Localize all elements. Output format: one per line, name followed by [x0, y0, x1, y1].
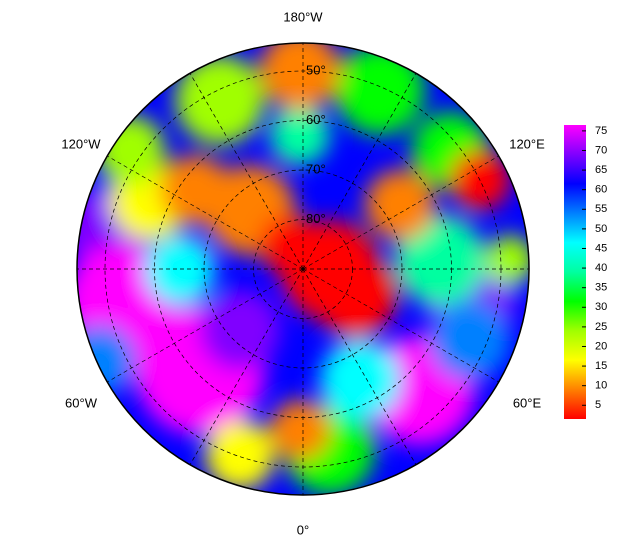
meridian-line	[302, 155, 499, 270]
field-blob	[313, 253, 397, 337]
parallel-line	[104, 70, 502, 468]
data-field	[77, 43, 529, 495]
meridian-line	[302, 73, 417, 270]
colorbar-tick-label: 75	[595, 125, 607, 137]
meridian-label: 180°W	[283, 9, 323, 24]
field-blob	[160, 155, 230, 225]
colorbar-tick-label: 60	[595, 184, 607, 196]
parallel-line	[154, 120, 452, 418]
meridian-line	[302, 268, 417, 465]
meridian-line	[302, 268, 499, 383]
colorbar-tick-label: 5	[595, 399, 601, 411]
colorbar-tick-label: 30	[595, 301, 607, 313]
colorbar-tick-label: 65	[595, 164, 607, 176]
meridian-line	[107, 155, 304, 270]
field-blob	[365, 170, 435, 240]
parallel-label: 60°	[306, 112, 326, 127]
field-blob	[485, 235, 529, 285]
colorbar-tick-label: 70	[595, 144, 607, 156]
field-blob	[205, 420, 275, 490]
colorbar-tick-label: 20	[595, 340, 607, 352]
meridian-label: 120°W	[61, 136, 101, 151]
meridian-label: 60°E	[513, 395, 542, 410]
colorbar-tick-label: 50	[595, 223, 607, 235]
parallel-label: 50°	[306, 62, 326, 77]
parallel-line	[203, 169, 403, 369]
field-blob	[260, 215, 320, 275]
field-blob	[430, 300, 510, 380]
colorbar-tick-label: 25	[595, 321, 607, 333]
meridian-label: 60°W	[65, 395, 98, 410]
field-blob	[320, 340, 400, 420]
field-blob	[95, 115, 165, 185]
field-blob	[175, 55, 265, 145]
meridian-line	[189, 73, 304, 270]
field-blob	[260, 43, 340, 110]
field-blob	[200, 290, 280, 370]
meridian-line	[107, 268, 304, 383]
colorbar-tick-label: 55	[595, 203, 607, 215]
meridian-label: 0°	[297, 522, 309, 537]
field-blob	[270, 105, 330, 165]
colorbar-tick-label: 35	[595, 282, 607, 294]
meridian-label: 120°E	[509, 136, 545, 151]
colorbar	[564, 125, 586, 419]
field-blob	[77, 325, 135, 395]
parallel-label: 80°	[306, 211, 326, 226]
map-boundary	[76, 42, 530, 496]
parallel-line	[253, 219, 353, 319]
colorbar-tick-label: 40	[595, 262, 607, 274]
graticule: 50° 60° 70° 80°	[77, 43, 529, 495]
field-blob	[335, 45, 425, 135]
colorbar-tick-label: 15	[595, 360, 607, 372]
field-blob	[395, 215, 485, 305]
meridian-line	[189, 268, 304, 465]
field-blob	[145, 235, 215, 305]
parallel-label: 70°	[306, 161, 326, 176]
field-blob	[270, 400, 330, 460]
colorbar-tick-label: 45	[595, 242, 607, 254]
colorbar-tick-label: 10	[595, 380, 607, 392]
